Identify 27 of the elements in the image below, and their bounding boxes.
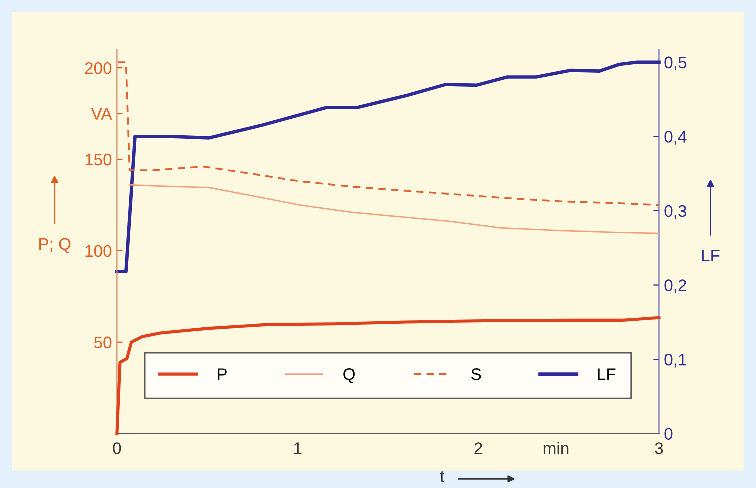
legend-label: LF [598,368,616,380]
y-tick-label: 150 [86,154,112,166]
y2-tick-label: 0,4 [664,131,687,145]
y2-tick-label: 0,5 [664,56,687,71]
legend-label: P [218,368,227,380]
line-series [129,184,660,234]
line-series [116,316,661,436]
y-tick-label: VA [91,108,112,120]
y2-axis-title: LF [702,250,720,262]
y2-tick-label: 0,2 [664,280,686,294]
y-tick-label: 200 [85,62,112,74]
x-tick-label: 0 [113,442,122,454]
y2-tick-label: 0 [664,428,673,440]
y2-tick-label: 0,1 [664,354,686,368]
x-tick-label: 1 [294,442,302,454]
x-tick-label: 3 [655,442,664,454]
line-series [116,60,661,274]
y-axis-title: P; Q [40,238,71,254]
legend-label: S [472,368,482,380]
x-axis-title: t [440,472,445,482]
x-tick-label: min [544,442,569,454]
legend-label: Q [344,368,355,384]
y-tick-label: 50 [94,336,112,349]
y2-tick-label: 0,3 [664,205,687,220]
x-tick-label: 2 [474,442,482,454]
line-series [117,62,660,206]
y-tick-label: 100 [86,245,112,258]
